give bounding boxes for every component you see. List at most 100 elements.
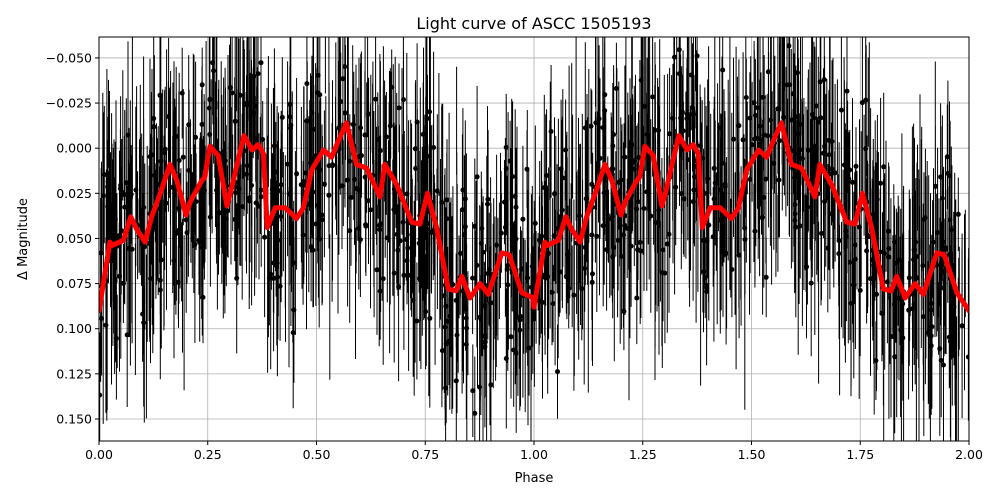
data-point	[742, 225, 748, 231]
data-point	[401, 97, 406, 103]
data-point	[723, 250, 729, 256]
data-point	[528, 284, 534, 290]
data-point	[442, 324, 448, 330]
data-point	[617, 224, 623, 230]
data-point	[412, 146, 418, 152]
data-point	[157, 287, 163, 293]
y-tick-label: 0.125	[56, 366, 92, 381]
data-point	[549, 289, 555, 295]
data-point	[911, 257, 917, 263]
data-point	[163, 200, 169, 206]
data-point	[706, 222, 712, 228]
data-point	[539, 233, 545, 239]
data-point	[193, 134, 199, 140]
data-point	[792, 202, 798, 208]
fit-line-group	[99, 120, 969, 314]
y-tick-label: −0.025	[46, 96, 92, 111]
data-point	[505, 282, 511, 288]
data-point	[752, 228, 758, 234]
data-point	[481, 303, 487, 309]
data-point	[148, 276, 153, 282]
data-point	[761, 195, 767, 200]
data-point	[287, 192, 293, 198]
data-point	[656, 207, 662, 213]
data-point	[510, 174, 516, 179]
data-point	[362, 132, 368, 138]
data-point	[702, 275, 708, 281]
data-point	[558, 166, 564, 172]
data-point	[792, 211, 798, 217]
data-point	[808, 280, 814, 286]
data-point	[621, 308, 627, 314]
data-point	[288, 233, 294, 239]
chart-title: Light curve of ASCC 1505193	[416, 14, 651, 33]
data-point	[590, 271, 595, 277]
data-point	[344, 177, 350, 183]
data-point	[691, 187, 697, 193]
data-point	[775, 106, 781, 112]
data-point	[118, 182, 124, 188]
data-point	[237, 92, 243, 98]
y-tick-label: 0.025	[56, 186, 92, 201]
data-point	[99, 250, 104, 256]
data-point	[447, 313, 453, 319]
y-tick-label: 0.100	[56, 321, 92, 336]
data-point	[157, 92, 163, 98]
data-point	[207, 214, 213, 220]
data-point	[308, 160, 313, 166]
data-point	[247, 195, 253, 201]
data-point	[819, 230, 824, 236]
data-point	[622, 223, 628, 229]
data-point	[911, 301, 917, 307]
data-point	[948, 227, 954, 233]
data-point	[425, 221, 431, 227]
data-point	[191, 221, 197, 227]
data-point	[258, 60, 264, 66]
data-point	[463, 306, 469, 312]
data-point	[705, 176, 711, 182]
data-point	[431, 145, 437, 150]
data-point	[229, 90, 235, 96]
data-point	[857, 287, 863, 293]
data-point	[602, 108, 608, 114]
data-point	[943, 246, 949, 252]
data-point	[648, 213, 654, 219]
data-point	[965, 354, 969, 360]
data-point	[508, 334, 514, 340]
data-point	[631, 166, 637, 172]
data-point	[634, 295, 640, 301]
data-point	[951, 304, 957, 310]
data-point	[792, 218, 798, 223]
data-point	[306, 201, 312, 207]
data-point	[793, 171, 799, 177]
data-point	[176, 205, 182, 211]
data-point	[892, 301, 897, 307]
data-point	[560, 175, 566, 181]
data-point	[826, 152, 832, 158]
data-point	[532, 220, 538, 226]
data-point	[641, 206, 647, 211]
data-point	[454, 332, 460, 338]
data-point	[352, 177, 357, 182]
data-point	[610, 254, 616, 260]
data-point	[650, 94, 656, 100]
data-point	[445, 318, 451, 324]
data-point	[394, 231, 400, 237]
data-point	[637, 239, 643, 245]
data-point	[920, 314, 926, 320]
data-point	[389, 84, 395, 90]
data-point	[520, 216, 526, 222]
data-point	[582, 244, 588, 250]
data-point	[758, 137, 764, 142]
data-point	[141, 320, 147, 326]
data-point	[279, 114, 285, 120]
data-point	[158, 257, 164, 263]
data-point	[461, 232, 467, 238]
data-point	[676, 71, 682, 77]
data-point	[667, 131, 673, 137]
data-point	[171, 258, 177, 263]
data-point	[822, 199, 828, 204]
data-point	[795, 70, 800, 76]
data-point	[262, 234, 268, 240]
data-point	[742, 237, 748, 242]
